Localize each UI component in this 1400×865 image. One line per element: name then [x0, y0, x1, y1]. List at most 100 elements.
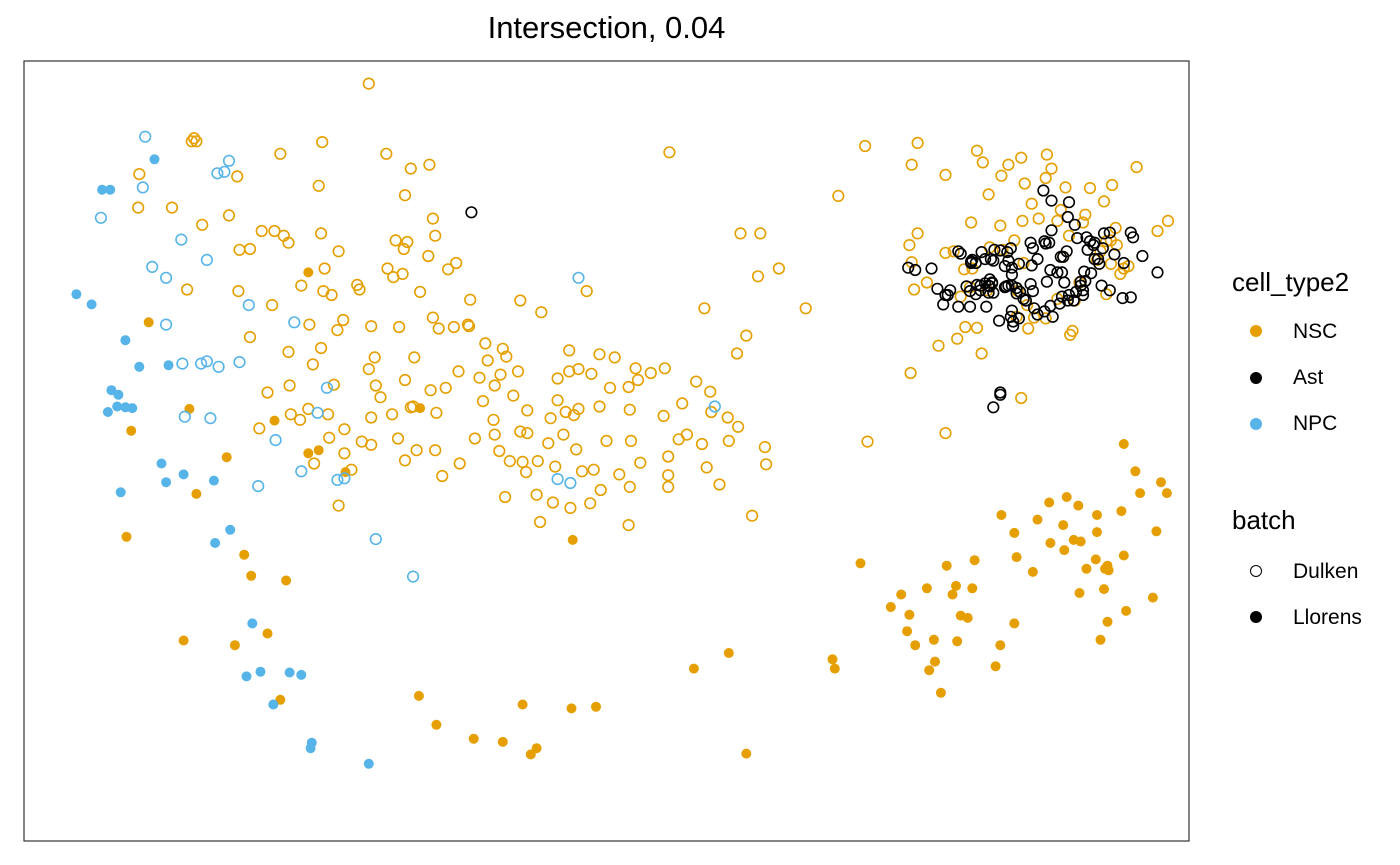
point-npc-dulken	[708, 400, 721, 413]
point-ast-dulken	[1103, 226, 1116, 239]
point-npc-dulken	[94, 211, 107, 224]
point-nsc-dulken	[1076, 216, 1090, 229]
point-nsc-llorens	[990, 661, 1001, 672]
point-ast-dulken	[1043, 236, 1056, 249]
point-npc-llorens	[268, 699, 279, 710]
point-npc-llorens	[284, 667, 295, 678]
point-nsc-llorens	[741, 748, 752, 759]
point-nsc-llorens	[1099, 584, 1109, 595]
point-nsc-dulken	[181, 283, 194, 296]
point-ast-dulken	[1117, 256, 1130, 270]
point-nsc-dulken	[473, 371, 486, 384]
point-ast-dulken	[1068, 218, 1081, 231]
point-ast-dulken	[987, 401, 1000, 414]
point-nsc-llorens	[1073, 500, 1084, 511]
point-nsc-dulken	[338, 423, 351, 436]
point-ast-dulken	[465, 206, 478, 219]
point-npc-llorens	[86, 299, 97, 310]
point-ast-dulken	[1045, 194, 1058, 207]
point-nsc-dulken	[516, 455, 529, 469]
point-nsc-dulken	[1130, 161, 1143, 174]
point-nsc-dulken	[323, 431, 336, 444]
point-nsc-llorens	[303, 267, 314, 278]
point-nsc-dulken	[331, 324, 344, 337]
point-nsc-dulken	[507, 389, 520, 402]
point-ast-dulken	[1010, 281, 1023, 295]
legend-key-npc	[1250, 418, 1262, 430]
point-npc-llorens	[113, 389, 124, 400]
point-npc-dulken	[195, 357, 208, 370]
point-nsc-dulken	[1018, 177, 1031, 190]
point-nsc-llorens	[413, 690, 424, 701]
point-nsc-llorens	[1090, 554, 1101, 565]
point-ast-dulken	[980, 300, 993, 313]
point-nsc-dulken	[546, 496, 560, 509]
point-ast-dulken	[1091, 253, 1105, 266]
point-nsc-dulken	[662, 469, 675, 482]
point-nsc-llorens	[930, 656, 940, 667]
point-npc-dulken	[175, 233, 188, 246]
point-nsc-dulken	[634, 456, 647, 469]
point-npc-dulken	[136, 181, 149, 194]
point-nsc-llorens	[996, 510, 1007, 520]
point-nsc-llorens	[126, 425, 137, 436]
point-ast-dulken	[902, 261, 915, 274]
point-nsc-dulken	[325, 288, 338, 302]
point-nsc-dulken	[369, 379, 382, 392]
point-ast-dulken	[909, 263, 922, 277]
point-ast-dulken	[1053, 297, 1066, 310]
point-nsc-dulken	[754, 227, 767, 240]
point-nsc-dulken	[911, 136, 924, 149]
point-ast-dulken	[1084, 267, 1098, 280]
point-nsc-dulken	[549, 460, 562, 473]
point-nsc-dulken	[282, 345, 295, 359]
point-nsc-llorens	[969, 555, 980, 566]
point-nsc-dulken	[519, 466, 533, 479]
point-npc-llorens	[208, 475, 219, 486]
point-npc-llorens	[105, 184, 116, 195]
point-nsc-dulken	[365, 320, 378, 333]
legend-key-nsc	[1250, 325, 1262, 337]
point-nsc-dulken	[337, 313, 350, 327]
point-nsc-dulken	[362, 363, 375, 376]
point-nsc-llorens	[1151, 526, 1162, 537]
point-nsc-dulken	[389, 234, 402, 247]
point-ast-dulken	[1136, 249, 1149, 263]
point-ast-dulken	[969, 256, 982, 270]
point-nsc-llorens	[723, 648, 734, 658]
point-nsc-llorens	[995, 640, 1006, 651]
point-npc-dulken	[200, 355, 213, 368]
point-ast-dulken	[975, 246, 988, 259]
point-nsc-dulken	[721, 411, 734, 424]
point-npc-dulken	[295, 465, 308, 478]
point-nsc-dulken	[386, 408, 399, 421]
point-nsc-dulken	[398, 373, 412, 387]
legend-label-npc: NPC	[1293, 412, 1338, 435]
point-ast-dulken	[1060, 245, 1073, 258]
point-nsc-dulken	[1105, 178, 1119, 192]
point-nsc-dulken	[453, 457, 466, 470]
point-nsc-llorens	[143, 317, 154, 328]
point-nsc-dulken	[593, 400, 606, 413]
point-nsc-dulken	[185, 135, 198, 148]
point-nsc-llorens	[829, 663, 840, 674]
point-nsc-dulken	[1114, 267, 1127, 281]
point-npc-dulken	[572, 271, 585, 284]
point-nsc-llorens	[281, 575, 292, 586]
point-npc-dulken	[160, 271, 173, 284]
point-nsc-dulken	[1083, 182, 1097, 195]
point-ast-dulken	[1005, 268, 1019, 281]
point-nsc-dulken	[1045, 162, 1058, 175]
point-npc-llorens	[178, 469, 189, 480]
point-nsc-dulken	[368, 351, 381, 364]
point-nsc-dulken	[381, 262, 394, 275]
point-nsc-dulken	[563, 344, 576, 357]
point-npc-llorens	[115, 487, 126, 498]
point-nsc-dulken	[397, 242, 410, 256]
point-nsc-llorens	[924, 665, 935, 676]
legend-label-nsc: NSC	[1293, 320, 1338, 343]
point-nsc-dulken	[261, 386, 274, 399]
point-nsc-dulken	[253, 422, 266, 435]
point-nsc-llorens	[1092, 510, 1102, 520]
